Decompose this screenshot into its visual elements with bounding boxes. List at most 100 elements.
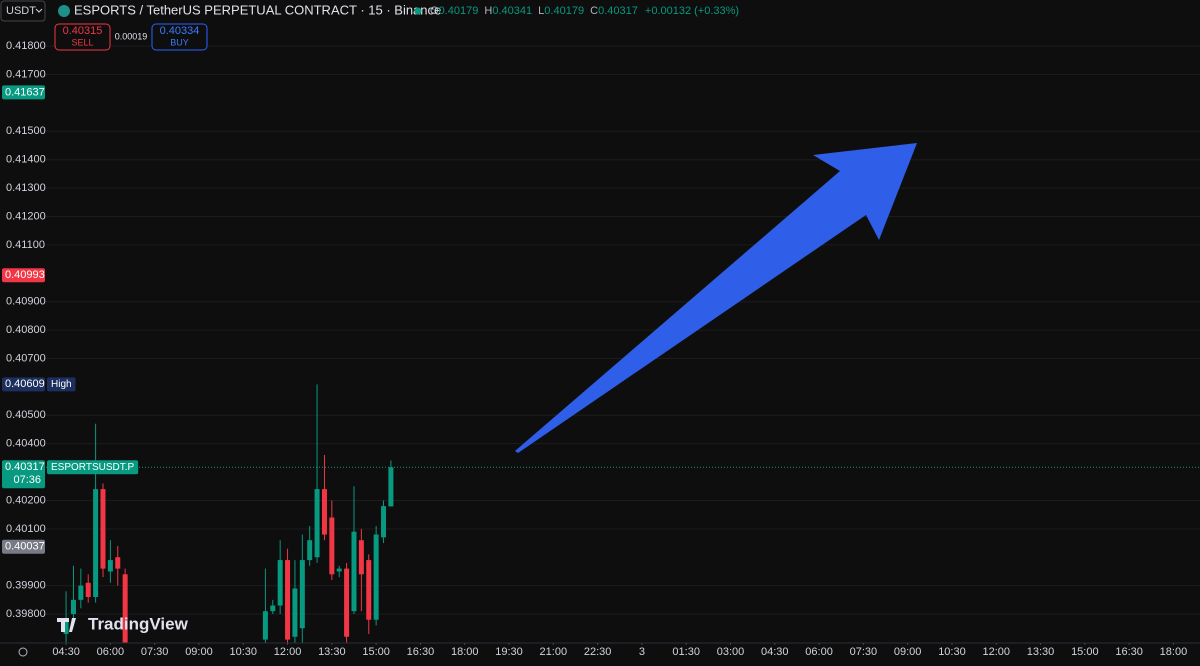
market-status xyxy=(414,7,422,15)
brand-logo xyxy=(57,618,76,632)
candle-body xyxy=(314,489,320,558)
y-tick-label: 0.40100 xyxy=(6,523,46,535)
axes: 0.41800 0.41700 0.41500 0.41400 0.41300 0.412… xyxy=(2,40,1200,658)
candle-body xyxy=(321,489,327,535)
candle-body xyxy=(70,599,76,615)
candle-body xyxy=(358,540,364,575)
candle-body xyxy=(329,517,335,575)
candle-body xyxy=(78,585,84,600)
y-tick-label: 0.41200 xyxy=(6,210,46,222)
x-tick-label: 21:00 xyxy=(540,646,568,658)
y-tick-label: 0.41300 xyxy=(6,182,46,194)
x-tick-label: 13:30 xyxy=(318,646,346,658)
candles xyxy=(63,384,394,643)
ohlc-label: L xyxy=(538,5,544,17)
x-tick-label: 16:30 xyxy=(407,646,435,658)
y-tick-label: 0.40700 xyxy=(6,352,46,364)
price-marker xyxy=(2,85,45,100)
candle-body xyxy=(344,568,350,637)
price-marker-label: 0.40317 xyxy=(5,461,45,473)
price-marker xyxy=(2,460,45,489)
candle-body xyxy=(277,560,283,606)
price-marker-tag-box xyxy=(47,460,139,475)
candle-body xyxy=(270,605,276,612)
y-tick-label: 0.41500 xyxy=(6,125,46,137)
arrow-annotation xyxy=(515,143,917,453)
x-tick-label: 10:30 xyxy=(229,646,257,658)
y-tick-label: 0.40200 xyxy=(6,494,46,506)
symbol-selector[interactable] xyxy=(0,0,46,22)
x-tick-label: 3 xyxy=(639,646,645,658)
x-tick-label: 12:00 xyxy=(274,646,302,658)
candle-body xyxy=(262,611,268,640)
spread: 0.00019 xyxy=(115,31,148,41)
candle-body xyxy=(381,506,387,538)
brand-name: TradingView xyxy=(88,614,189,633)
x-tick-label: 04:30 xyxy=(52,646,80,658)
price-marker-tag-box xyxy=(47,377,76,392)
candle-body xyxy=(292,588,298,637)
ohlc-label: H xyxy=(484,5,492,17)
price-marker xyxy=(2,268,45,283)
x-tick-label: 06:00 xyxy=(805,646,833,658)
x-tick-label: 07:30 xyxy=(850,646,878,658)
candle-body xyxy=(100,489,106,569)
candle-body xyxy=(93,489,99,597)
ohlc-label: C xyxy=(590,5,598,17)
candle-body xyxy=(373,534,379,620)
ohlc-value: 0.40341 xyxy=(492,5,532,17)
dropdown-icon xyxy=(35,8,43,13)
x-tick-label: 09:00 xyxy=(185,646,213,658)
x-tick-label: 03:00 xyxy=(717,646,745,658)
candle-body xyxy=(299,560,305,629)
candle-body xyxy=(85,582,91,597)
buy-button[interactable] xyxy=(151,23,208,51)
y-tick-label: 0.41400 xyxy=(6,154,46,166)
sell-label: SELL xyxy=(71,37,93,47)
y-tick-label: 0.41800 xyxy=(6,40,46,52)
y-tick-label: 0.40400 xyxy=(6,438,46,450)
x-tick-label: 10:30 xyxy=(938,646,966,658)
sell-price: 0.40315 xyxy=(63,25,103,37)
ohlc-value: 0.40179 xyxy=(439,5,479,17)
ohlc-legend: O0.40179 H0.40341 L0.40179 C0.40317 +0.0… xyxy=(430,5,739,17)
x-tick-label: 19:30 xyxy=(495,646,523,658)
candle-body xyxy=(63,619,69,634)
candle-body xyxy=(336,568,342,572)
price-marker-label: 0.40609 xyxy=(5,378,45,390)
x-tick-label: 07:30 xyxy=(141,646,169,658)
x-tick-label: 15:00 xyxy=(362,646,390,658)
x-tick-label: 15:00 xyxy=(1071,646,1099,658)
x-tick-label: 01:30 xyxy=(672,646,700,658)
sell-button[interactable] xyxy=(54,23,111,51)
y-tick-label: 0.40800 xyxy=(6,324,46,336)
price-marker-label: 0.40993 xyxy=(5,269,45,281)
x-tick-label: 18:00 xyxy=(451,646,479,658)
y-tick-label: 0.40900 xyxy=(6,296,46,308)
y-tick-label: 0.41100 xyxy=(6,239,45,251)
price-marker xyxy=(2,377,45,392)
x-tick-label: 12:00 xyxy=(982,646,1010,658)
settings-icon[interactable] xyxy=(18,647,28,657)
candle-body xyxy=(307,540,313,561)
grid xyxy=(46,45,1200,615)
y-tick-label: 0.41700 xyxy=(6,68,46,80)
price-marker-tag: High xyxy=(51,379,72,390)
candle-body xyxy=(351,531,357,612)
candle-body xyxy=(388,467,394,507)
ohlc-change: +0.00132 (+0.33%) xyxy=(645,5,739,17)
chart-title: ESPORTS / TetherUS PERPETUAL CONTRACT · … xyxy=(74,2,441,17)
ohlc-value: 0.40179 xyxy=(544,5,584,17)
x-tick-label: 06:00 xyxy=(97,646,125,658)
price-marker xyxy=(2,539,45,554)
symbol-logo xyxy=(58,5,70,17)
ohlc-value: 0.40317 xyxy=(598,5,638,17)
x-tick-label: 18:00 xyxy=(1160,646,1188,658)
x-tick-label: 16:30 xyxy=(1115,646,1143,658)
candle-body xyxy=(366,560,372,620)
ohlc-label: O xyxy=(430,5,439,17)
price-marker-label: 0.41637 xyxy=(5,86,45,98)
x-tick-label: 13:30 xyxy=(1027,646,1055,658)
